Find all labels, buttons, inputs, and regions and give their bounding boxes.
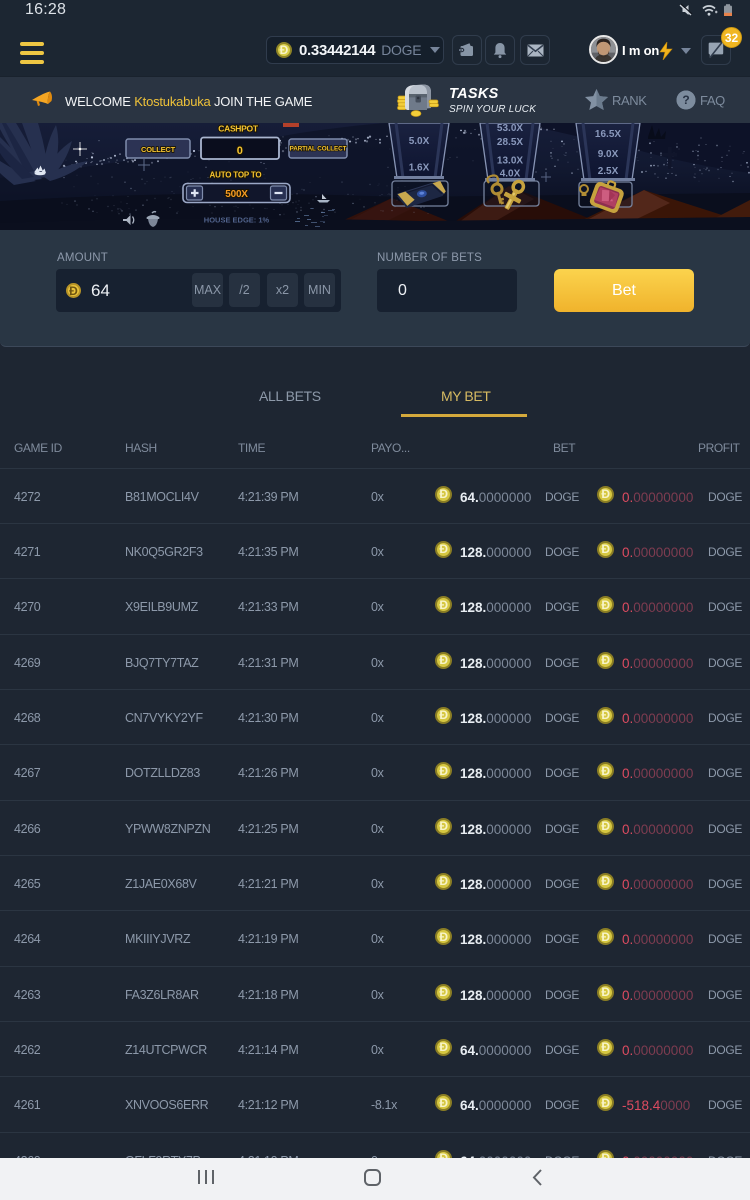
svg-text:4.0X: 4.0X: [500, 169, 521, 180]
svg-text:HOUSE EDGE: 1%: HOUSE EDGE: 1%: [204, 216, 270, 225]
svg-text:500X: 500X: [225, 189, 248, 200]
svg-text:2.5X: 2.5X: [598, 166, 619, 177]
svg-text:COLLECT: COLLECT: [141, 145, 176, 154]
svg-text:28.5X: 28.5X: [497, 137, 523, 148]
svg-text:0: 0: [237, 145, 243, 157]
svg-text:PARTIAL COLLECT: PARTIAL COLLECT: [290, 146, 347, 153]
svg-text:1.6X: 1.6X: [409, 163, 430, 174]
svg-text:CASHPOT: CASHPOT: [218, 124, 259, 134]
svg-text:AUTO TOP TO: AUTO TOP TO: [210, 171, 262, 180]
svg-text:53.0X: 53.0X: [497, 123, 523, 134]
svg-text:5.0X: 5.0X: [409, 136, 430, 147]
svg-text:9.0X: 9.0X: [598, 149, 619, 160]
svg-text:16.5X: 16.5X: [595, 129, 621, 140]
svg-text:?: ?: [682, 93, 689, 107]
svg-text:13.0X: 13.0X: [497, 156, 523, 167]
